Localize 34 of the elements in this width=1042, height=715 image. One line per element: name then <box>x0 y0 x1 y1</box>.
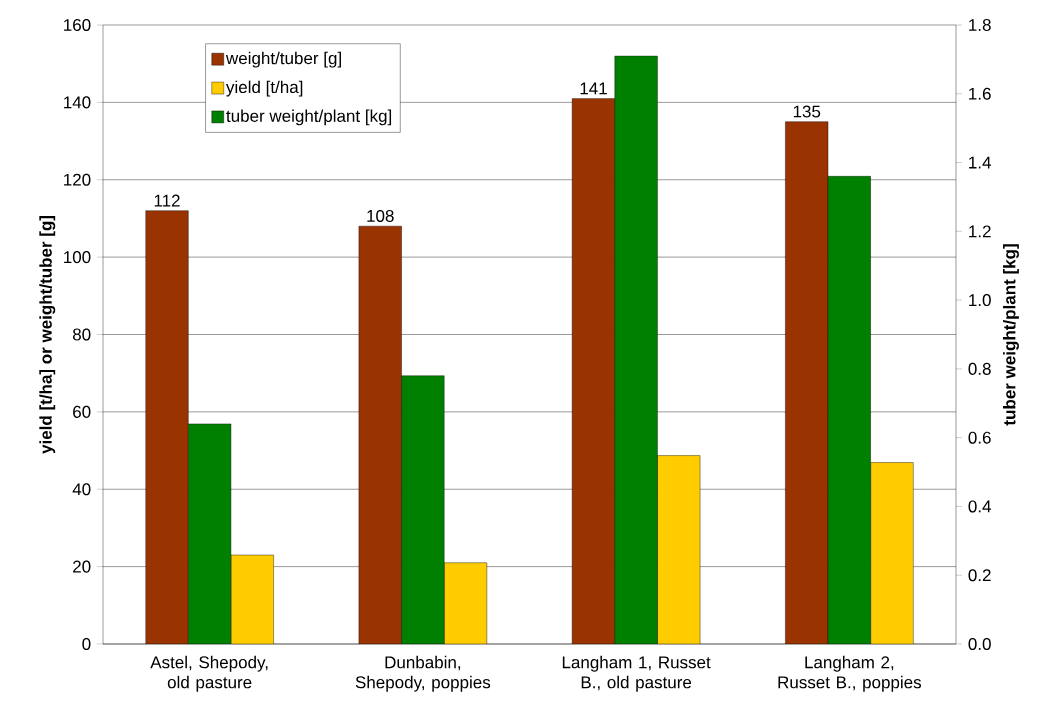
y2-tick-label: 1.8 <box>969 18 991 32</box>
legend-label: weight/tuber [g] <box>225 51 341 68</box>
y-tick-label: 60 <box>73 405 91 418</box>
x-tick-label: Dunbabin, Shepody, poppies <box>355 655 491 692</box>
y2-tick-label: 1.6 <box>969 87 991 100</box>
bar <box>444 562 487 644</box>
y2-tick-label: 0.4 <box>968 500 991 513</box>
data-label: 135 <box>793 105 821 118</box>
x-tick-label: Langham 2, Russet B., poppies <box>778 655 922 692</box>
data-label: 108 <box>367 209 394 222</box>
y-tick-label: 80 <box>72 328 91 341</box>
y2-tick-label: 1.4 <box>969 156 991 169</box>
x-tick-label: Astel, Shepody, old pasture <box>150 655 268 692</box>
y-tick-label: 0 <box>82 637 91 651</box>
y2-tick-label: 0.8 <box>968 362 991 375</box>
y-tick-label: 40 <box>72 483 91 496</box>
y-axis-title: yield [t/ha] or weight/tuber [g] <box>39 215 56 454</box>
y-tick-label: 160 <box>64 18 91 32</box>
bar <box>657 455 701 644</box>
y-tick-label: 120 <box>64 173 91 186</box>
data-label: 141 <box>580 82 607 95</box>
y-tick-label: 20 <box>73 560 91 573</box>
y2-tick-label: 1.2 <box>969 225 991 238</box>
x-tick-label: Langham 1, Russet B., old pasture <box>562 655 711 692</box>
y2-axis-title: tuber weight/plant [kg] <box>1003 244 1019 426</box>
y2-tick-label: 0.2 <box>968 569 991 582</box>
y2-tick-label: 0.6 <box>968 431 991 444</box>
y2-tick-label: 0.0 <box>968 637 991 651</box>
legend-label: tuber weight/plant [kg] <box>226 109 392 126</box>
y-tick-label: 100 <box>64 251 91 264</box>
data-label: 112 <box>154 194 180 207</box>
y2-tick-label: 1.0 <box>969 294 991 307</box>
y-tick-label: 140 <box>64 96 91 109</box>
legend-label: yield [t/ha] <box>226 80 303 97</box>
